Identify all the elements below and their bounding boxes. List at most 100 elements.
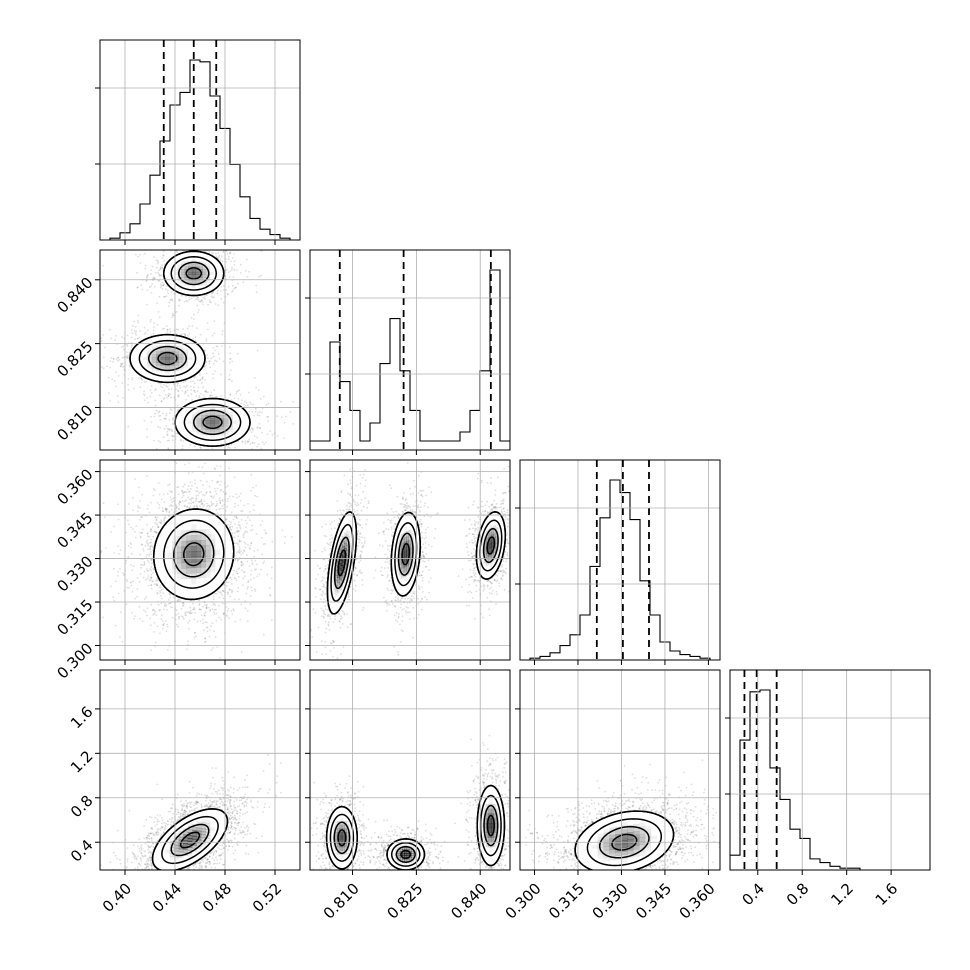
sample-point (217, 604, 220, 607)
sample-point (193, 469, 195, 471)
sample-point (239, 246, 241, 248)
sample-point (188, 491, 190, 493)
sample-point (229, 523, 232, 526)
sample-point (150, 573, 153, 576)
sample-point (134, 338, 137, 340)
sample-point (127, 356, 130, 359)
sample-point (201, 618, 204, 621)
sample-point (158, 273, 161, 276)
density-cell (196, 409, 202, 413)
sample-point (172, 417, 175, 419)
sample-point (145, 578, 148, 581)
sample-point (161, 507, 164, 509)
sample-point (251, 528, 254, 531)
sample-point (189, 385, 192, 388)
density-cell (184, 279, 189, 283)
sample-point (236, 390, 239, 392)
sample-point (188, 298, 191, 301)
sample-point (100, 550, 103, 552)
sample-point (227, 581, 230, 584)
sample-point (242, 563, 245, 566)
sample-point (122, 356, 125, 359)
sample-point (264, 441, 267, 444)
sample-point (339, 509, 342, 511)
sample-point (251, 559, 253, 562)
sample-point (253, 442, 256, 444)
sample-point (230, 260, 233, 263)
density-cell (223, 409, 229, 413)
sample-point (212, 452, 214, 454)
sample-point (209, 491, 212, 494)
sample-point (220, 507, 222, 510)
sample-point (97, 543, 99, 545)
sample-point (226, 236, 228, 238)
density-cell (181, 562, 187, 569)
sample-point (145, 380, 148, 383)
sample-point (208, 635, 211, 638)
sample-point (238, 545, 241, 548)
sample-point (163, 295, 166, 298)
sample-point (166, 427, 169, 430)
sample-point (146, 303, 148, 306)
sample-point (158, 503, 161, 506)
sample-point (150, 649, 153, 652)
sample-point (163, 295, 166, 298)
sample-point (193, 445, 196, 448)
sample-point (146, 553, 149, 556)
density-cell (206, 277, 211, 281)
contour-line (177, 261, 210, 286)
sample-point (167, 392, 170, 395)
sample-point (132, 565, 135, 567)
sample-point (234, 620, 237, 623)
panel-content (520, 460, 720, 660)
density-cell (178, 351, 184, 355)
sample-point (216, 465, 219, 467)
sample-point (213, 487, 216, 490)
sample-point (225, 581, 228, 583)
sample-point (160, 284, 163, 287)
sample-point (236, 531, 239, 534)
panel-content (97, 460, 293, 659)
density-cell (176, 573, 182, 580)
sample-point (234, 577, 237, 580)
sample-point (242, 536, 245, 539)
sample-point (148, 535, 151, 538)
sample-point (193, 606, 195, 609)
sample-point (130, 581, 133, 583)
density-cell (174, 351, 179, 355)
sample-point (167, 598, 170, 601)
sample-point (146, 539, 149, 542)
density-cell (209, 271, 214, 275)
sample-point (169, 596, 172, 599)
sample-point (227, 592, 230, 594)
sample-point (251, 524, 253, 527)
sample-point (244, 542, 247, 545)
sample-point (170, 396, 173, 399)
sample-point (220, 480, 222, 483)
sample-point (150, 285, 153, 287)
density-cell (177, 263, 182, 267)
density-cell (192, 415, 197, 419)
sample-point (270, 577, 273, 580)
sample-point (215, 345, 218, 348)
sample-point (216, 512, 219, 515)
sample-point (176, 384, 179, 387)
sample-point (239, 552, 241, 554)
sample-point (152, 608, 155, 611)
sample-point (162, 436, 165, 439)
density-cell (186, 567, 192, 574)
sample-point (207, 391, 209, 393)
sample-point (247, 516, 249, 519)
sample-point (170, 491, 173, 493)
density-cell (165, 342, 170, 346)
sample-point (205, 508, 207, 510)
sample-point (165, 510, 168, 513)
density-cell (169, 354, 175, 358)
sample-point (230, 529, 233, 531)
sample-point (171, 501, 174, 503)
sample-point (136, 577, 139, 579)
sample-point (364, 479, 367, 482)
sample-point (192, 497, 194, 499)
sample-point (190, 599, 192, 602)
sample-point (213, 611, 215, 614)
